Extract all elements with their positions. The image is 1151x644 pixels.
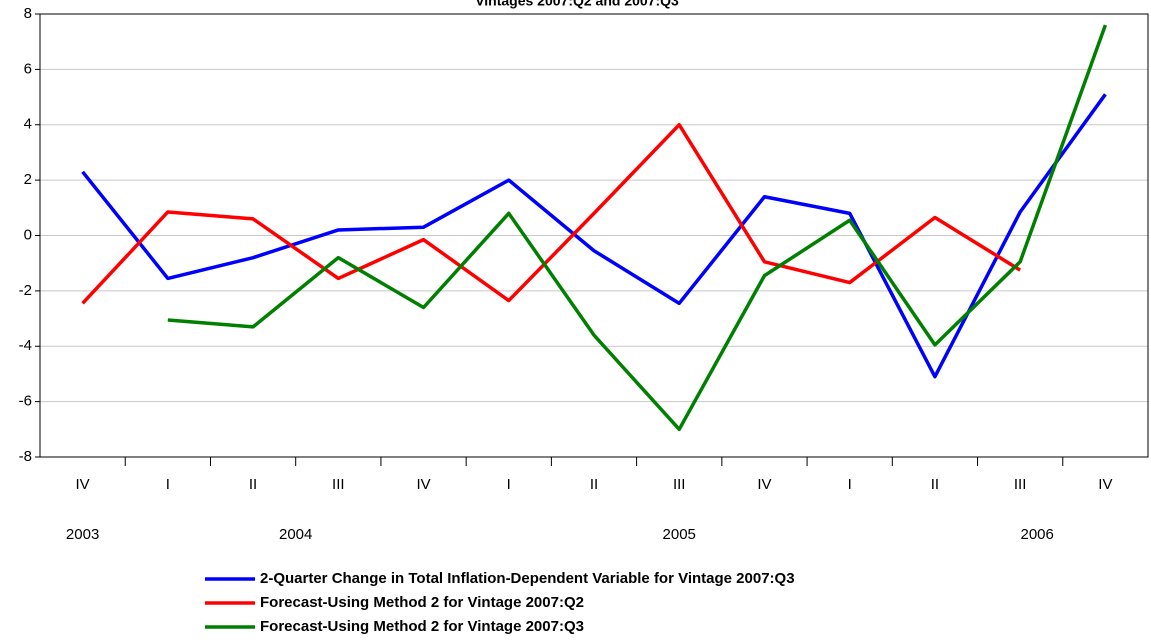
series-line <box>81 93 1107 379</box>
x-tick-label: I <box>848 476 852 493</box>
legend-label: Forecast-Using Method 2 for Vintage 2007… <box>260 594 584 611</box>
y-tick-label: 2 <box>24 171 32 188</box>
x-tick-label: IV <box>1098 476 1112 493</box>
series-line <box>167 24 1108 432</box>
x-tick-label: IV <box>416 476 430 493</box>
year-label: 2004 <box>279 526 312 543</box>
y-tick-label: -6 <box>19 393 32 410</box>
year-label: 2003 <box>66 526 99 543</box>
x-tick-label: IV <box>757 476 771 493</box>
chart-title: Vintages 2007:Q2 and 2007:Q3 <box>475 0 679 9</box>
x-tick-label: II <box>590 476 598 493</box>
y-tick-label: 6 <box>24 60 32 77</box>
y-tick-label: -4 <box>19 337 32 354</box>
legend-label: Forecast-Using Method 2 for Vintage 2007… <box>260 618 584 635</box>
x-tick-label: I <box>166 476 170 493</box>
year-label: 2006 <box>1021 526 1054 543</box>
year-label: 2005 <box>663 526 696 543</box>
y-tick-label: 4 <box>24 116 32 133</box>
x-tick-label: IV <box>76 476 90 493</box>
y-tick-label: 0 <box>24 226 32 243</box>
x-tick-label: III <box>1014 476 1027 493</box>
y-tick-label: 8 <box>24 5 32 22</box>
plot-frame <box>39 13 1149 458</box>
x-tick-label: II <box>249 476 257 493</box>
y-tick-label: -2 <box>19 282 32 299</box>
legend-label: 2-Quarter Change in Total Inflation-Depe… <box>260 570 795 587</box>
series-line <box>81 123 1022 305</box>
y-tick-label: -8 <box>19 448 32 465</box>
x-tick-label: III <box>332 476 345 493</box>
x-tick-label: II <box>931 476 939 493</box>
x-tick-label: III <box>673 476 686 493</box>
x-tick-label: I <box>507 476 511 493</box>
